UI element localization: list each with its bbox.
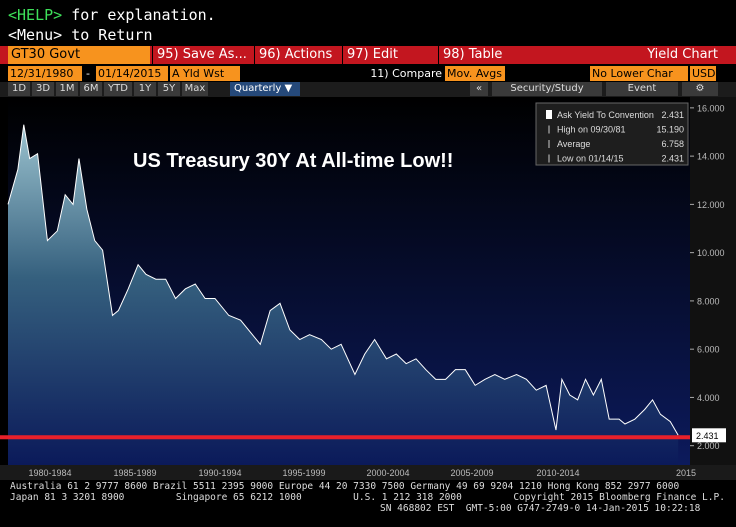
y-tick-label: 10.000: [697, 248, 725, 258]
y-tick-label: 16.000: [697, 103, 725, 113]
event[interactable]: Event: [606, 82, 678, 96]
legend-value: 6.758: [661, 139, 684, 149]
yield-area: [8, 124, 679, 465]
period-button[interactable]: 1M: [56, 82, 78, 96]
y-tick-label: 14.000: [697, 152, 725, 162]
annotation: US Treasury 30Y At All-time Low!!: [133, 150, 453, 172]
field-select[interactable]: A Yld Wst: [170, 66, 240, 81]
frequency[interactable]: Quarterly ▼: [230, 82, 300, 96]
footer-line: Japan 81 3 3201 8900 Singapore 65 6212 1…: [10, 492, 725, 503]
y-tick-label: 4.000: [697, 393, 720, 403]
date-dash: -: [86, 67, 90, 80]
x-tick-label: 2005-2009: [450, 468, 493, 478]
legend-value: 2.431: [661, 154, 684, 164]
chart-name: Yield Chart: [647, 47, 718, 62]
legend-box: [535, 102, 689, 166]
help-text: for explanation.: [71, 6, 216, 24]
y-tick-label: 6.000: [697, 345, 720, 355]
legend-label: Average: [557, 139, 590, 149]
last-value-box: [692, 428, 726, 443]
legend: Ask Yield To Convention 2.431 High on 09/3…: [535, 102, 689, 166]
legend-value: 15.190: [656, 125, 684, 135]
y-tick-label: 2.000: [697, 441, 720, 451]
end-date[interactable]: 01/14/2015: [96, 66, 168, 81]
security-study[interactable]: Security/Study: [492, 82, 602, 96]
help-line: <HELP> for explanation.: [8, 6, 216, 24]
footer-line: Australia 61 2 9777 8600 Brazil 5511 239…: [10, 481, 680, 492]
x-tick-label: 2015: [676, 468, 696, 478]
legend-swatch: [546, 110, 552, 119]
toolbar-button[interactable]: 97) Edit: [342, 46, 438, 64]
footer: Australia 61 2 9777 8600 Brazil 5511 239…: [0, 481, 736, 514]
x-tick-label: 1985-1989: [113, 468, 156, 478]
toolbar-button[interactable]: 98) Table: [438, 46, 530, 64]
menu-line[interactable]: <Menu> to Return: [8, 26, 153, 44]
toolbar-button[interactable]: 95) Save As...: [152, 46, 254, 64]
legend-label: Ask Yield To Convention: [557, 110, 654, 120]
y-axis-panel: [690, 97, 736, 465]
legend-label: High on 09/30/81: [557, 125, 626, 135]
period-button[interactable]: 5Y: [158, 82, 180, 96]
x-tick-label: 1980-1984: [28, 468, 71, 478]
period-button[interactable]: 1D: [8, 82, 30, 96]
yield-line: [7, 124, 679, 436]
x-axis-panel: [0, 465, 736, 480]
start-date[interactable]: 12/31/1980: [8, 66, 82, 81]
collapse[interactable]: «: [470, 82, 488, 96]
period-button[interactable]: 1Y: [134, 82, 156, 96]
period-button[interactable]: 3D: [32, 82, 54, 96]
compare[interactable]: 11) Compare: [370, 67, 442, 80]
legend-label: Low on 01/14/15: [557, 154, 624, 164]
lower-chart[interactable]: No Lower Char: [590, 66, 688, 81]
help-key[interactable]: <HELP>: [8, 6, 63, 24]
period-button[interactable]: 6M: [80, 82, 102, 96]
x-tick-label: 1995-1999: [282, 468, 325, 478]
ticker[interactable]: GT30 Govt: [8, 46, 150, 64]
x-tick-label: 1990-1994: [198, 468, 241, 478]
last-value-label: 2.431: [696, 431, 719, 441]
period-button[interactable]: YTD: [104, 82, 132, 96]
legend-value: 2.431: [661, 110, 684, 120]
currency[interactable]: USD: [690, 66, 716, 81]
footer-line: SN 468802 EST GMT-5:00 G747-2749-0 14-Ja…: [380, 503, 701, 514]
mov-avgs[interactable]: Mov. Avgs: [445, 66, 505, 81]
chart: 2.000 4.000 6.000 8.000 10.000 12.000 14.000 16…: [0, 97, 736, 480]
y-tick-label: 8.000: [697, 296, 720, 306]
x-tick-label: 2000-2004: [366, 468, 409, 478]
period-button[interactable]: Max: [182, 82, 208, 96]
x-tick-label: 2010-2014: [536, 468, 579, 478]
settings-icon[interactable]: ⚙: [682, 82, 718, 96]
toolbar-button[interactable]: 96) Actions: [254, 46, 342, 64]
y-tick-label: 12.000: [697, 200, 725, 210]
